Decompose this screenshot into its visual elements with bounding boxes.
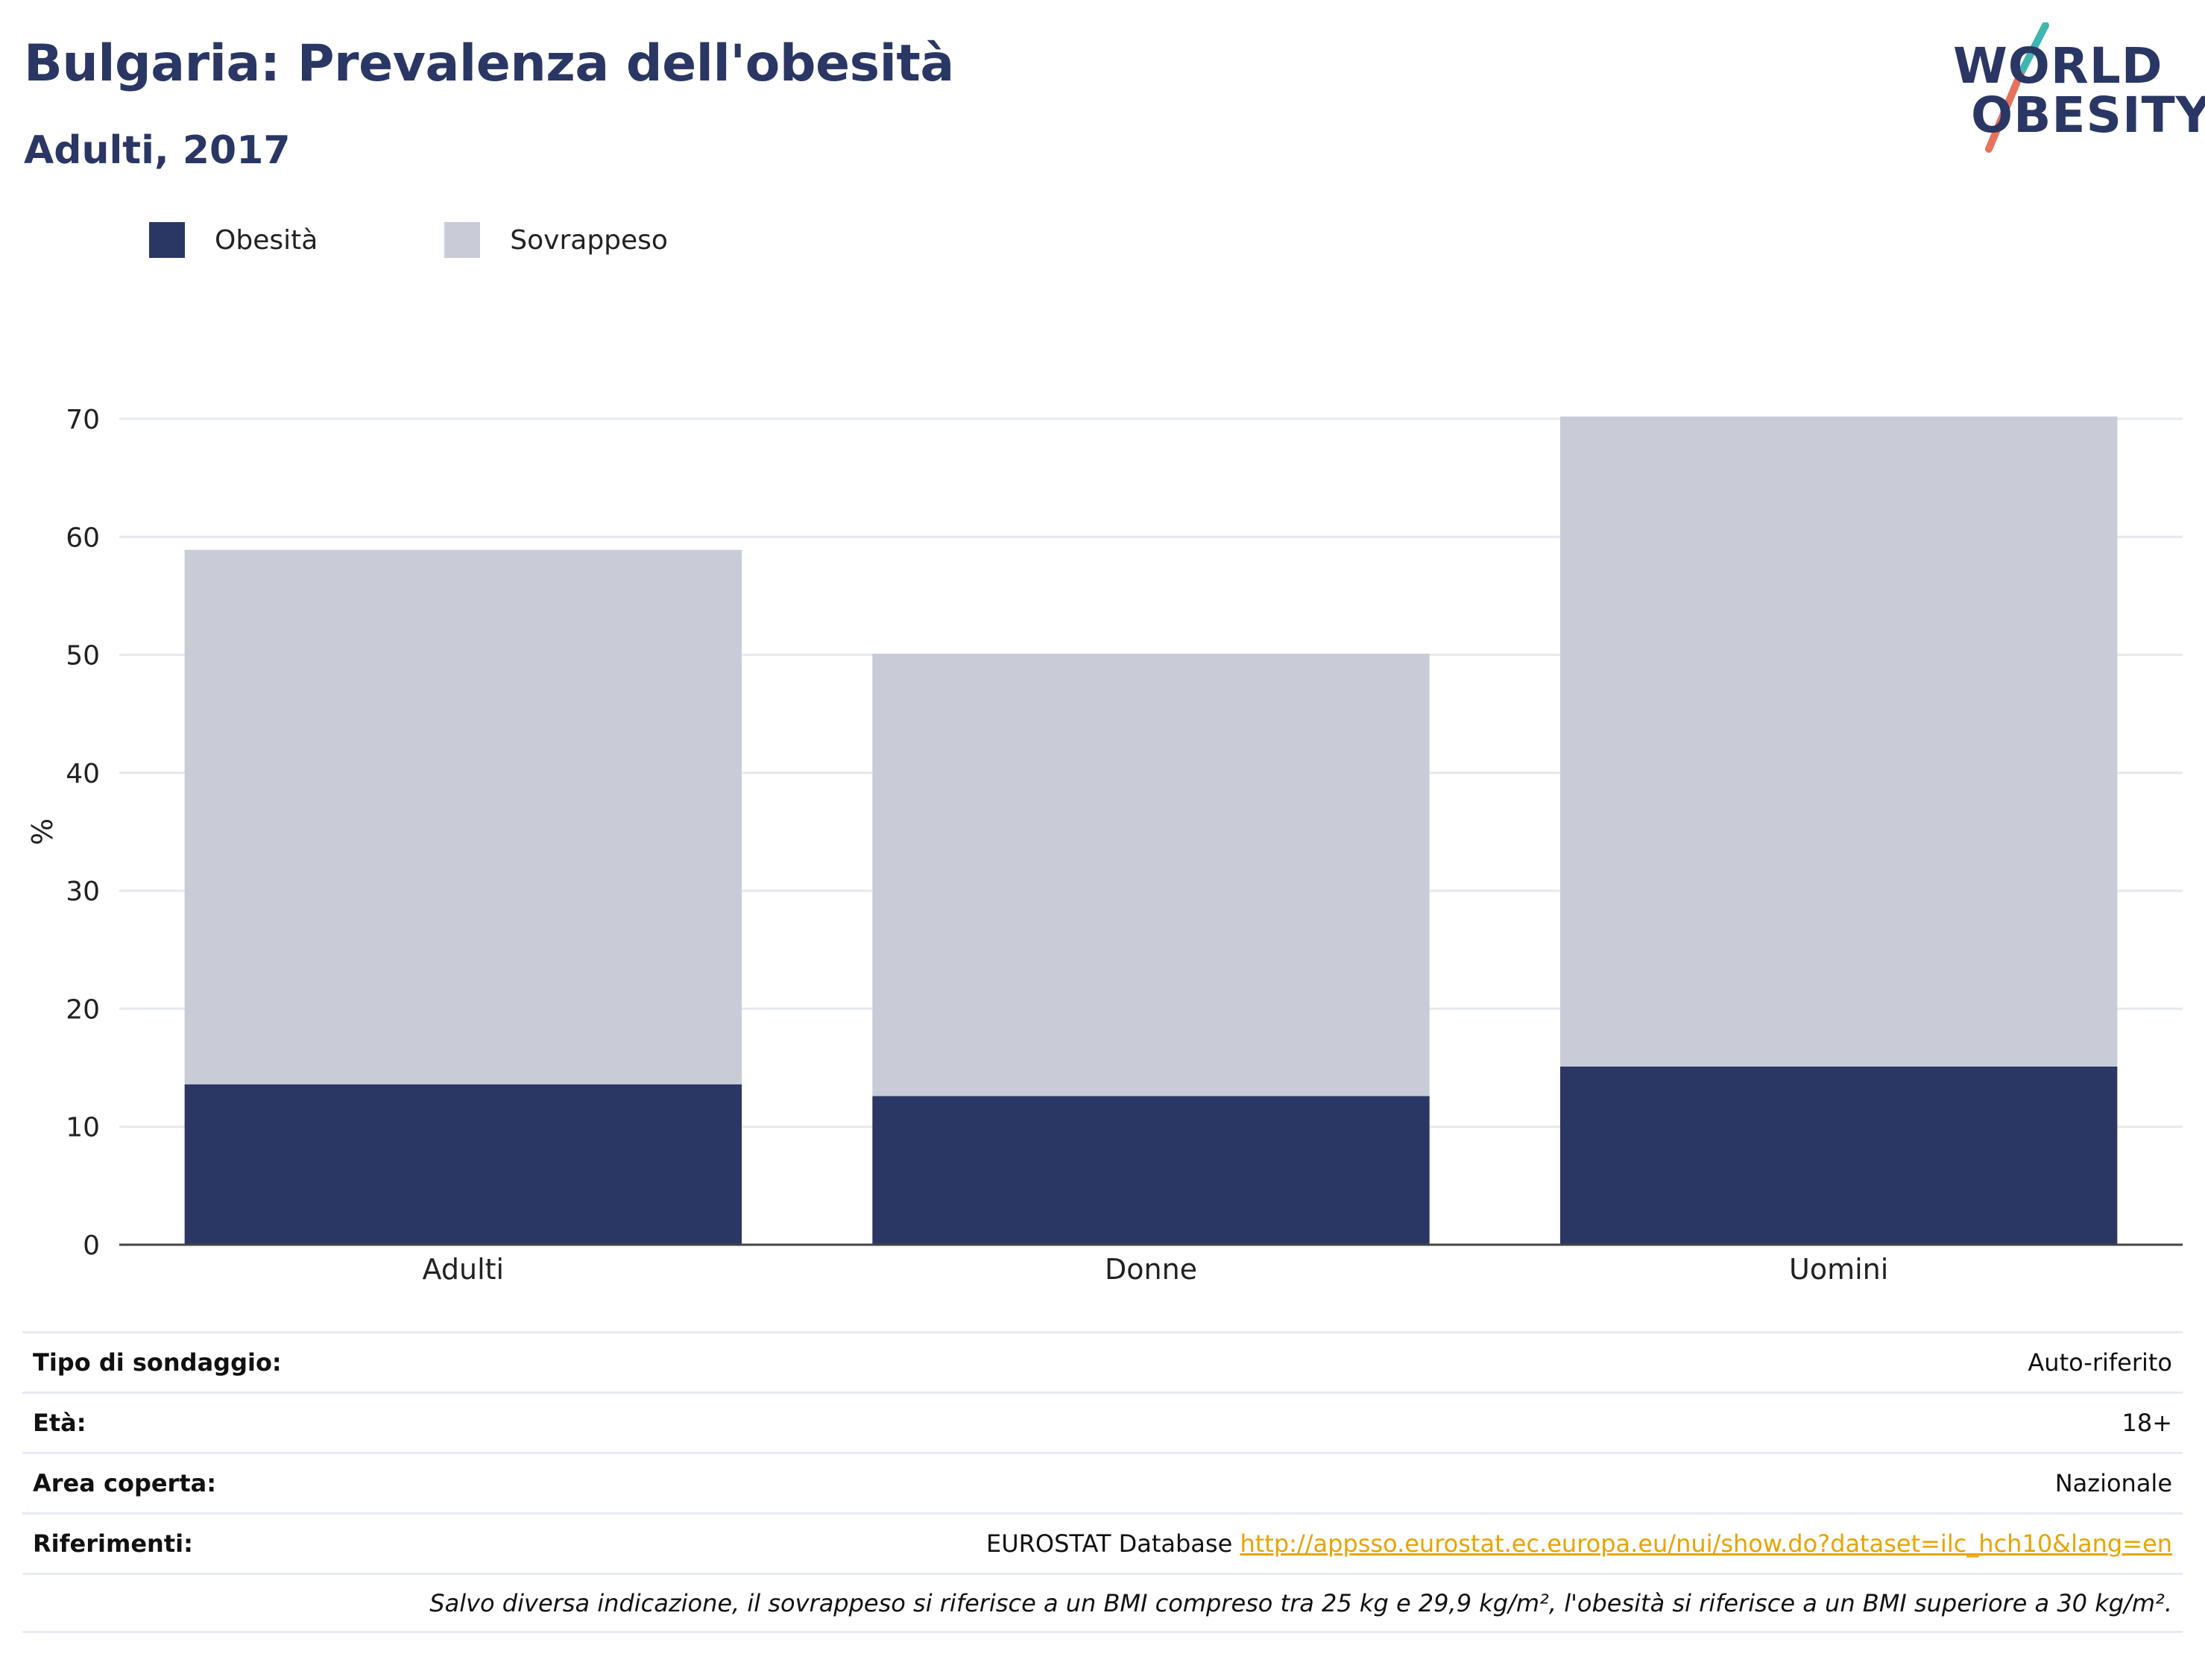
logo-text-world: WORLD bbox=[1953, 37, 2163, 95]
y-tick-label: 70 bbox=[66, 405, 100, 435]
y-tick-label: 0 bbox=[83, 1231, 100, 1261]
meta-area-value: Nazionale bbox=[2054, 1469, 2172, 1497]
x-tick-label: Adulti bbox=[423, 1253, 505, 1286]
y-tick-label: 40 bbox=[66, 759, 100, 789]
bar-obesity bbox=[872, 1096, 1430, 1245]
legend-item-overweight[interactable]: Sovrappeso bbox=[444, 222, 668, 258]
logo-slash-icon bbox=[1985, 22, 2049, 153]
logo-text-obesity: OBESITY bbox=[1971, 86, 2205, 144]
meta-refs-source: EUROSTAT Database bbox=[986, 1529, 1233, 1558]
chart-legend: Obesità Sovrappeso bbox=[149, 222, 795, 258]
meta-row-survey-type: Tipo di sondaggio: Auto-riferito bbox=[22, 1331, 2183, 1392]
y-tick-label: 20 bbox=[66, 994, 100, 1025]
meta-row-note: Salvo diversa indicazione, il sovrappeso… bbox=[22, 1573, 2183, 1633]
x-tick-label: Donne bbox=[1105, 1253, 1197, 1286]
y-tick-label: 10 bbox=[66, 1113, 100, 1143]
meta-row-area: Area coperta: Nazionale bbox=[22, 1452, 2183, 1512]
bar-obesity bbox=[1559, 1066, 2118, 1245]
meta-area-label: Area coperta: bbox=[33, 1469, 217, 1497]
legend-swatch-obesity bbox=[149, 222, 185, 258]
y-tick-label: 50 bbox=[66, 641, 100, 672]
x-tick-label: Uomini bbox=[1789, 1253, 1888, 1286]
y-tick-label: 30 bbox=[66, 877, 100, 907]
meta-survey-type-label: Tipo di sondaggio: bbox=[33, 1348, 282, 1377]
legend-swatch-overweight bbox=[444, 222, 481, 258]
metadata-table: Tipo di sondaggio: Auto-riferito Età: 18… bbox=[22, 1331, 2183, 1633]
meta-age-label: Età: bbox=[33, 1409, 86, 1437]
meta-note-text: Salvo diversa indicazione, il sovrappeso… bbox=[429, 1588, 2172, 1617]
legend-item-obesity[interactable]: Obesità bbox=[149, 222, 318, 258]
chart-subtitle: Adulti, 2017 bbox=[24, 128, 291, 173]
meta-age-value: 18+ bbox=[2122, 1409, 2172, 1437]
meta-refs-label: Riferimenti: bbox=[33, 1529, 193, 1558]
world-obesity-logo: WORLD OBESITY bbox=[1938, 22, 2205, 157]
bar-obesity bbox=[184, 1084, 742, 1245]
y-tick-label: 60 bbox=[66, 522, 100, 553]
meta-row-references: Riferimenti: EUROSTAT Database http://ap… bbox=[22, 1512, 2183, 1573]
meta-survey-type-value: Auto-riferito bbox=[2028, 1348, 2172, 1377]
legend-label-obesity: Obesità bbox=[215, 224, 318, 256]
meta-refs-link[interactable]: http://appsso.eurostat.ec.europa.eu/nui/… bbox=[1240, 1529, 2172, 1558]
bar-overweight bbox=[872, 653, 1430, 1096]
y-axis-label: % bbox=[26, 818, 59, 845]
bar-chart: 0 10 20 30 40 50 60 70% Adulti Donne Uomini bbox=[26, 405, 2183, 1286]
legend-label-overweight: Sovrappeso bbox=[510, 224, 668, 256]
bar-overweight bbox=[184, 549, 742, 1084]
meta-refs-value: EUROSTAT Database http://appsso.eurostat… bbox=[986, 1529, 2172, 1558]
meta-row-age: Età: 18+ bbox=[22, 1392, 2183, 1452]
bar-overweight bbox=[1559, 416, 2118, 1067]
chart-title: Bulgaria: Prevalenza dell'obesità bbox=[24, 34, 954, 93]
